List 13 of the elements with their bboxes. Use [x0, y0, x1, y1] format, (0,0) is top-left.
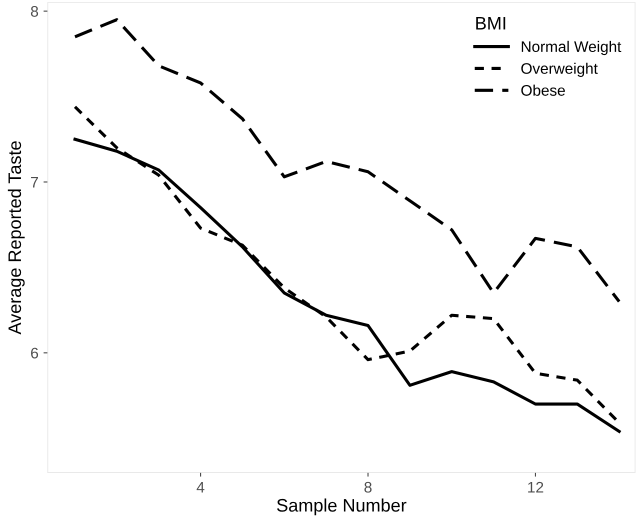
- x-tick-label: 4: [196, 482, 204, 493]
- x-tick-label: 8: [364, 482, 372, 493]
- y-tick-label: 6: [31, 348, 38, 359]
- legend-label: Normal Weight: [522, 40, 622, 56]
- y-tick-label: 7: [31, 177, 38, 188]
- legend-label: Obese: [521, 84, 565, 96]
- legend-label: Overweight: [521, 62, 598, 77]
- x-axis-title: Sample Number: [277, 498, 406, 516]
- y-axis-title: Average Reported Taste: [8, 141, 25, 335]
- y-tick-label: 8: [30, 6, 38, 17]
- x-tick-label: 12: [528, 482, 544, 493]
- legend-title: BMI: [476, 17, 506, 30]
- line-series: [73, 18, 621, 304]
